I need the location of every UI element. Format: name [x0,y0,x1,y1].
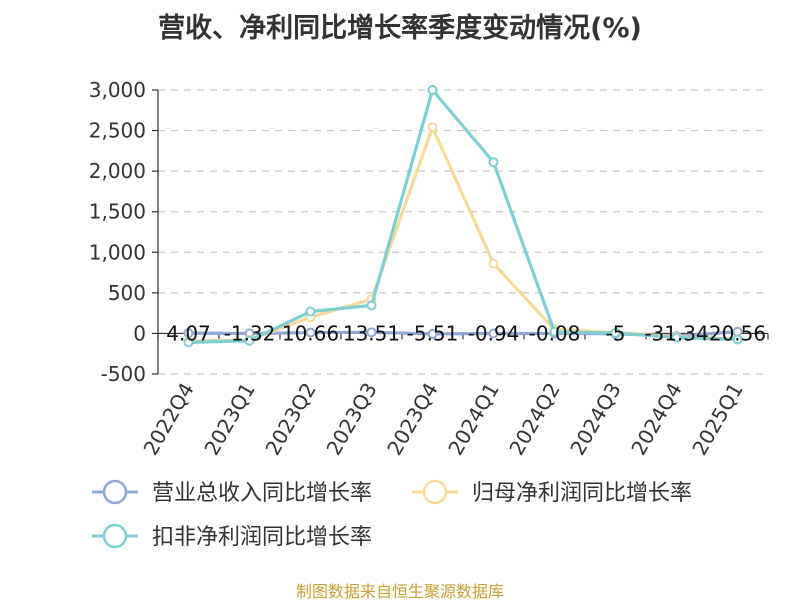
data-label: -1.32 [224,321,276,345]
x-tick-label: 2024Q3 [565,379,625,460]
data-point-2 [549,326,560,337]
data-label: 13.51 [343,321,400,345]
legend-item-1[interactable]: 归母净利润同比增长率 [412,479,692,506]
data-label: -0.94 [468,321,520,345]
y-tick-label: 500 [108,281,146,305]
data-label: 10.66 [282,321,339,345]
y-tick-label: 2,000 [89,159,146,183]
legend-label: 扣非净利润同比增长率 [152,525,372,550]
data-label: -5.51 [407,321,459,345]
legend-swatch-marker [102,523,128,549]
y-tick-label: 0 [133,321,146,345]
data-point-2 [488,157,499,168]
data-point-2 [305,306,316,317]
data-label: 4.07 [166,321,211,345]
data-point-2 [183,337,194,348]
data-point-2 [427,85,438,95]
x-tick-label: 2023Q2 [260,379,320,460]
legend-swatch-marker [422,479,448,505]
series-line-2 [188,88,738,344]
x-tick-label: 2024Q1 [443,379,503,460]
x-tick-label: 2023Q4 [382,379,442,460]
y-tick-label: 1,000 [89,240,146,264]
x-tick-label: 2022Q4 [138,379,198,460]
y-tick-label: -500 [101,362,146,386]
data-label: -5 [606,321,626,345]
legend-item-0[interactable]: 营业总收入同比增长率 [92,479,372,506]
data-labels: 4.07 -1.32 10.66 13.51 -5.51 -0.94 -0.08 -5 -31.… [166,321,766,345]
data-point-1 [427,122,438,133]
source-footer: 制图数据来自恒生聚源数据库 [295,582,504,601]
data-point-0 [366,327,377,338]
data-label: -0.08 [529,321,581,345]
legend-label: 归母净利润同比增长率 [472,481,692,506]
legend-swatch-marker [102,479,128,505]
data-label: 20.56 [709,321,766,345]
data-point-2 [671,332,682,343]
series-line-1 [188,125,738,343]
series-layer [183,85,743,348]
x-tick-label: 2024Q4 [626,379,686,460]
chart-title: 营收、净利同比增长率季度变动情况(%) [158,13,642,44]
data-point-1 [488,258,499,269]
legend-item-2[interactable]: 扣非净利润同比增长率 [92,523,372,550]
x-tick-label: 2024Q2 [504,379,564,460]
x-tick-label: 2023Q1 [199,379,259,460]
data-point-0 [305,327,316,338]
y-tick-label: 1,500 [89,200,146,224]
data-label: -31.34 [644,321,708,345]
data-point-2 [610,328,621,339]
y-tick-label: 2,500 [89,119,146,143]
data-point-2 [244,335,255,346]
data-point-0 [427,328,438,339]
data-point-2 [732,334,743,345]
data-point-0 [488,328,499,339]
x-tick-label: 2025Q1 [687,379,747,460]
data-point-2 [366,300,377,311]
x-tick-label: 2023Q3 [321,379,381,460]
legend-label: 营业总收入同比增长率 [152,481,372,506]
y-tick-label: 3,000 [89,78,146,102]
